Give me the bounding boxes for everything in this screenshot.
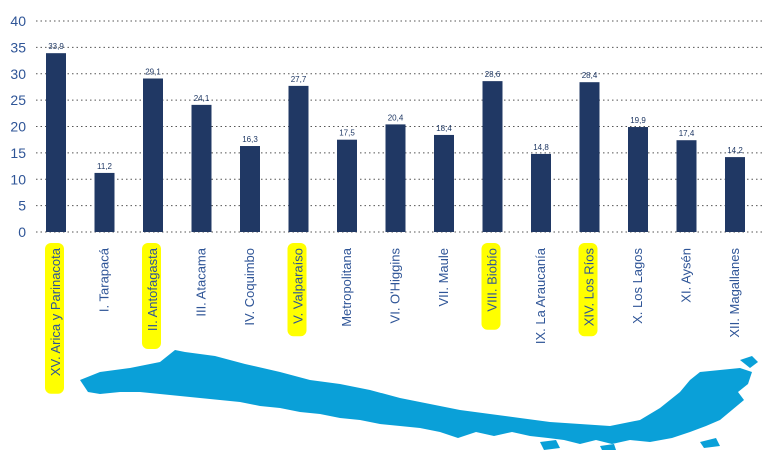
category-label-group: XIV. Los Ríos bbox=[578, 243, 598, 337]
bar bbox=[482, 81, 503, 232]
x-tick-label: II. Antofagasta bbox=[145, 247, 160, 331]
bar bbox=[46, 53, 66, 232]
category-label-group: V. Valparaíso bbox=[287, 243, 307, 337]
data-label: 24,1 bbox=[194, 94, 210, 103]
bar bbox=[94, 172, 115, 232]
bar bbox=[191, 104, 212, 232]
category-label-group: Metropolitana bbox=[339, 247, 354, 327]
data-label: 19,9 bbox=[630, 116, 646, 125]
data-label: 17,5 bbox=[339, 129, 355, 138]
label-highlight bbox=[578, 243, 598, 337]
bar bbox=[725, 157, 745, 232]
category-label-group: III. Atacama bbox=[194, 247, 209, 316]
data-label: 14,2 bbox=[727, 146, 743, 155]
category-label-group: IX. La Araucanía bbox=[533, 247, 548, 344]
data-label: 29,1 bbox=[145, 67, 161, 76]
category-label-group: IV. Coquimbo bbox=[242, 248, 257, 326]
category-label-group: I. Tarapacá bbox=[97, 247, 112, 312]
data-label: 28,6 bbox=[485, 70, 501, 79]
x-tick-label: IX. La Araucanía bbox=[533, 247, 548, 344]
data-label: 16,3 bbox=[242, 135, 258, 144]
data-label: 11,2 bbox=[97, 162, 113, 171]
y-tick-label: 35 bbox=[10, 39, 26, 55]
y-tick-label: 5 bbox=[18, 198, 26, 214]
category-label-group: XII. Magallanes bbox=[727, 248, 742, 338]
label-highlight bbox=[287, 243, 307, 337]
y-axis-ticks: 0 5 10 15 20 25 30 35 40 bbox=[10, 13, 26, 240]
x-tick-label: V. Valparaíso bbox=[291, 248, 306, 324]
bars bbox=[46, 53, 745, 232]
x-tick-label: I. Tarapacá bbox=[97, 247, 112, 312]
x-tick-label: VI. O'Higgins bbox=[388, 248, 403, 324]
category-label-group: X. Los Lagos bbox=[630, 248, 645, 324]
bar bbox=[531, 153, 551, 232]
x-tick-label: VIII. Biobío bbox=[485, 248, 500, 312]
bar bbox=[337, 139, 357, 232]
data-label: 17,4 bbox=[679, 129, 695, 138]
y-tick-label: 15 bbox=[10, 145, 26, 161]
x-tick-label: III. Atacama bbox=[194, 247, 209, 316]
chile-map-icon bbox=[80, 350, 758, 450]
x-tick-label: X. Los Lagos bbox=[630, 248, 645, 324]
data-label: 33,9 bbox=[48, 42, 64, 51]
x-tick-label: VII. Maule bbox=[436, 248, 451, 307]
bar bbox=[434, 134, 454, 232]
x-tick-label: XI. Aysén bbox=[679, 248, 694, 303]
bar bbox=[579, 82, 600, 232]
bar bbox=[240, 146, 260, 232]
y-tick-label: 40 bbox=[10, 13, 26, 29]
data-label: 28,4 bbox=[582, 71, 598, 80]
category-label-group: XI. Aysén bbox=[679, 248, 694, 303]
y-tick-label: 30 bbox=[10, 66, 26, 82]
label-highlight bbox=[481, 243, 501, 330]
data-label: 14,8 bbox=[533, 143, 549, 152]
x-tick-label: XIV. Los Ríos bbox=[582, 248, 597, 327]
bar bbox=[288, 85, 309, 232]
category-label-group: VIII. Biobío bbox=[481, 243, 501, 330]
x-tick-label: Metropolitana bbox=[339, 247, 354, 327]
y-tick-label: 10 bbox=[10, 171, 26, 187]
category-label-group: VI. O'Higgins bbox=[388, 248, 403, 324]
x-tick-label: IV. Coquimbo bbox=[242, 248, 257, 326]
value-labels: 33,9 11,2 29,1 24,1 16,3 27,7 17,5 20,4 18,4 28,6… bbox=[48, 42, 743, 171]
bar bbox=[385, 124, 406, 232]
data-label: 18,4 bbox=[436, 124, 452, 133]
y-tick-label: 20 bbox=[10, 119, 26, 135]
category-label-group: XV. Arica y Parinacota bbox=[45, 243, 64, 394]
category-labels: XV. Arica y Parinacota I. Tarapacá II. Ant… bbox=[45, 243, 742, 394]
label-highlight bbox=[45, 243, 64, 394]
data-label: 20,4 bbox=[388, 113, 404, 122]
x-tick-label: XII. Magallanes bbox=[727, 248, 742, 338]
bar bbox=[143, 78, 163, 232]
label-highlight bbox=[142, 243, 161, 349]
category-label-group: VII. Maule bbox=[436, 248, 451, 307]
y-tick-label: 0 bbox=[18, 224, 26, 240]
category-label-group: II. Antofagasta bbox=[142, 243, 161, 349]
data-label: 27,7 bbox=[291, 75, 307, 84]
bar bbox=[628, 127, 648, 232]
x-tick-label: XV. Arica y Parinacota bbox=[48, 247, 63, 376]
bar bbox=[676, 140, 697, 232]
y-tick-label: 25 bbox=[10, 92, 26, 108]
